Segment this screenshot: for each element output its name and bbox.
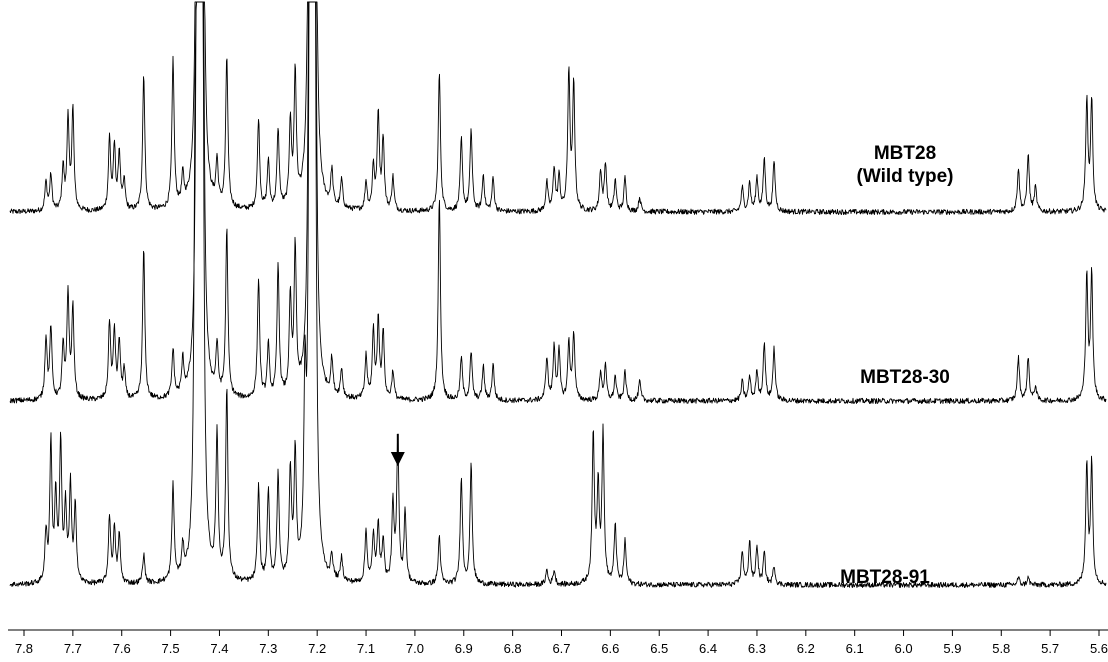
x-tick-label: 6.7 bbox=[552, 641, 570, 656]
spectrum-label-line: MBT28-91 bbox=[840, 567, 930, 588]
spectra-traces bbox=[9, 1, 1107, 588]
spectrum-trace-1 bbox=[9, 1, 1107, 215]
spectrum-label-line: MBT28-30 bbox=[860, 367, 950, 388]
x-tick-label: 7.8 bbox=[15, 641, 33, 656]
spectrum-label-line: MBT28 bbox=[873, 143, 937, 164]
arrow-down-icon bbox=[390, 452, 405, 466]
spectrum-annotations bbox=[390, 434, 405, 466]
spectrum-label-mbt28-30: MBT28-30 bbox=[820, 366, 990, 389]
x-tick-label: 6.9 bbox=[455, 641, 473, 656]
x-tick-label: 6.0 bbox=[895, 641, 913, 656]
x-tick-label: 7.5 bbox=[162, 641, 180, 656]
x-tick-label: 7.6 bbox=[113, 641, 131, 656]
x-tick-label: 5.6 bbox=[1090, 641, 1108, 656]
x-tick-label: 6.2 bbox=[797, 641, 815, 656]
x-tick-label: 7.4 bbox=[210, 641, 228, 656]
x-axis-ticks: 7.8 7.7 7.6 7.5 7.4 7.3 7.2 7.1 7.0 6.9 6.8 6.7 6.6 6… bbox=[15, 630, 1108, 656]
spectrum-label-line: (Wild type) bbox=[856, 166, 954, 187]
x-tick-label: 7.2 bbox=[308, 641, 326, 656]
x-tick-label: 6.4 bbox=[699, 641, 717, 656]
x-tick-label: 6.1 bbox=[846, 641, 864, 656]
x-tick-label: 5.9 bbox=[943, 641, 961, 656]
x-tick-label: 6.8 bbox=[504, 641, 522, 656]
spectrum-label-wild-type: MBT28 (Wild type) bbox=[820, 142, 990, 188]
spectrum-trace-3 bbox=[9, 1, 1107, 588]
x-tick-label: 6.5 bbox=[650, 641, 668, 656]
x-tick-label: 7.1 bbox=[357, 641, 375, 656]
x-tick-label: 7.7 bbox=[64, 641, 82, 656]
x-tick-label: 5.7 bbox=[1041, 641, 1059, 656]
x-axis: 7.8 7.7 7.6 7.5 7.4 7.3 7.2 7.1 7.0 6.9 6.8 6.7 6.6 6… bbox=[8, 629, 1108, 656]
spectrum-label-mbt28-91: MBT28-91 bbox=[800, 566, 970, 589]
spectrum-trace-2 bbox=[9, 1, 1107, 405]
x-tick-label: 7.3 bbox=[259, 641, 277, 656]
x-tick-label: 6.6 bbox=[601, 641, 619, 656]
x-tick-label: 5.8 bbox=[992, 641, 1010, 656]
x-tick-label: 7.0 bbox=[406, 641, 424, 656]
x-tick-label: 6.3 bbox=[748, 641, 766, 656]
